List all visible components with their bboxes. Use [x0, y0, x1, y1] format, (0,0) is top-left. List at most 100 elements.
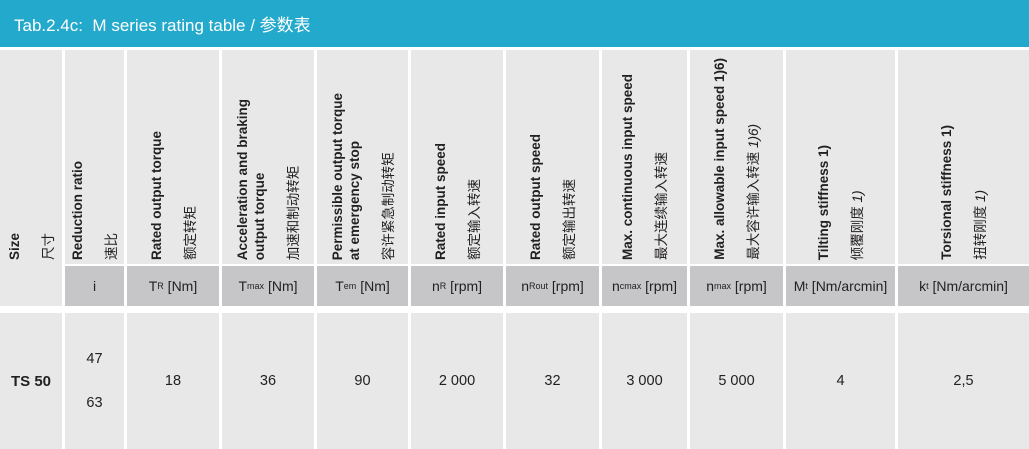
- header-en-label: Max. continuous input speed: [620, 73, 635, 260]
- unit-symbol: n: [431, 278, 440, 294]
- cell-value: 18: [164, 373, 182, 389]
- header-label: Rated output torque 额定转矩: [131, 131, 216, 260]
- column-rated-output-speed: Rated output speed 额定输出转速 n Rout [rpm] 32: [506, 50, 599, 449]
- footnote-ref: 1): [850, 190, 865, 203]
- unit-cell: n max [rpm]: [690, 266, 783, 306]
- unit-symbol: k: [919, 278, 927, 294]
- title-bar: Tab.2.4c: M series rating table / 参数表: [0, 0, 1029, 47]
- unit-bracket: [rpm]: [446, 278, 483, 294]
- cell-value: 2,5: [953, 373, 974, 389]
- header-cell: Rated output torque 额定转矩: [127, 50, 219, 264]
- header-en-label: Permissible output torque at emergency s…: [329, 92, 362, 260]
- header-zh-label: 倾覆刚度 1): [850, 190, 865, 260]
- value-cell: 2 000: [411, 313, 503, 449]
- cell-value: 36: [259, 373, 277, 389]
- header-cell: Rated output speed 额定输出转速: [506, 50, 599, 264]
- cell-value: 32: [544, 373, 561, 389]
- header-label-size: Size 尺寸: [0, 233, 62, 260]
- header-en-label: Reduction ratio: [70, 160, 85, 260]
- unit-symbol: n: [611, 278, 620, 294]
- value-cell: 90: [317, 313, 408, 449]
- footnote-ref: 1)6): [746, 124, 761, 149]
- column-max-allowable-input-speed: Max. allowable input speed 1)6) 最大容许输入转速…: [690, 50, 783, 449]
- header-en-label: Rated input speed: [432, 142, 448, 260]
- header-zh-label: 速比: [104, 233, 119, 260]
- header-cell: Torsional stiffness 1) 扭转刚度 1): [898, 50, 1029, 264]
- unit-symbol: n: [706, 278, 714, 294]
- unit-cell: n Rout [rpm]: [506, 266, 599, 306]
- column-max-continuous-input-speed: Max. continuous input speed 最大连续输入转速 n cm…: [602, 50, 687, 449]
- column-emergency-stop-torque: Permissible output torque at emergency s…: [317, 50, 408, 449]
- header-zh-label: 容许紧急制动转矩: [380, 152, 396, 260]
- unit-bracket: [rpm]: [548, 278, 584, 294]
- cell-value: 2 000: [438, 373, 476, 389]
- value-cell: 4: [786, 313, 895, 449]
- unit-bracket: [rpm]: [641, 278, 678, 294]
- value-cell-size: TS 50: [0, 313, 62, 449]
- header-label: Reduction ratio 速比: [65, 161, 124, 260]
- header-zh-label: 额定输入转速: [466, 179, 482, 260]
- unit-bracket: [Nm]: [356, 278, 390, 294]
- cell-value: 4: [836, 373, 845, 389]
- header-en-label: Max. allowable input speed 1)6): [712, 58, 727, 260]
- header-label: Permissible output torque at emergency s…: [317, 93, 408, 260]
- table-title: Tab.2.4c: M series rating table / 参数表: [14, 16, 311, 35]
- header-zh-label: 额定输出转速: [562, 179, 577, 260]
- header-label: Acceleration and braking output torque 加…: [222, 99, 314, 260]
- column-reduction-ratio: Reduction ratio 速比 i 47 63: [65, 50, 124, 449]
- unit-symbol: M: [793, 278, 806, 294]
- header-cell: Max. continuous input speed 最大连续输入转速: [602, 50, 687, 264]
- header-label: Max. continuous input speed 最大连续输入转速: [602, 74, 687, 260]
- cell-value: 5 000: [718, 373, 755, 389]
- value-cell: 36: [222, 313, 314, 449]
- header-label: Max. allowable input speed 1)6) 最大容许输入转速…: [694, 58, 779, 260]
- value-cell: 18: [127, 313, 219, 449]
- header-en-label: Acceleration and braking output torque: [235, 98, 267, 260]
- header-cell: Rated input speed 额定输入转速: [411, 50, 503, 264]
- unit-bracket: [Nm]: [264, 278, 298, 294]
- unit-bracket: [Nm/arcmin]: [928, 278, 1008, 294]
- header-label: Rated output speed 额定输出转速: [510, 134, 595, 260]
- header-zh-label: 扭转刚度 1): [973, 190, 988, 260]
- header-en-label: Size: [6, 232, 22, 260]
- column-size: Size 尺寸 TS 50: [0, 50, 62, 449]
- header-en-label: Tilting stiffness 1): [816, 144, 831, 260]
- value-cell: 3 000: [602, 313, 687, 449]
- unit-bracket: [Nm]: [163, 278, 198, 294]
- header-zh-label: 额定转矩: [182, 206, 198, 260]
- cell-value-top: 47: [86, 351, 103, 367]
- value-cell: 5 000: [690, 313, 783, 449]
- unit-symbol: n: [521, 278, 529, 294]
- cell-value: 90: [354, 373, 371, 389]
- header-zh-label: 尺寸: [40, 233, 56, 260]
- unit-bracket: [Nm/arcmin]: [807, 278, 888, 294]
- value-cell: 32: [506, 313, 599, 449]
- cell-value-bottom: 63: [86, 395, 103, 411]
- header-zh-label: 最大容许输入转速 1)6): [746, 124, 761, 260]
- value-cell: 2,5: [898, 313, 1029, 449]
- unit-cell: i: [65, 266, 124, 306]
- unit-bracket: [rpm]: [731, 278, 767, 294]
- header-cell: Tilting stiffness 1) 倾覆刚度 1): [786, 50, 895, 264]
- column-accel-braking-torque: Acceleration and braking output torque 加…: [222, 50, 314, 449]
- unit-symbol: T: [335, 278, 344, 294]
- header-cell: Acceleration and braking output torque 加…: [222, 50, 314, 264]
- footnote-ref: 1): [973, 190, 988, 203]
- value-cell: 47 63: [65, 313, 124, 449]
- unit-symbol: T: [238, 278, 248, 294]
- header-en-label: Torsional stiffness 1): [939, 125, 954, 260]
- header-zh-label: 加速和制动转矩: [286, 165, 301, 261]
- header-cell: Max. allowable input speed 1)6) 最大容许输入转速…: [690, 50, 783, 264]
- header-label: Rated input speed 额定输入转速: [415, 143, 500, 260]
- rating-table: Size 尺寸 TS 50 Reduction ratio 速比 i 47 63: [0, 50, 1029, 449]
- header-label: Tilting stiffness 1) 倾覆刚度 1): [798, 145, 883, 260]
- unit-cell: n cmax [rpm]: [602, 266, 687, 306]
